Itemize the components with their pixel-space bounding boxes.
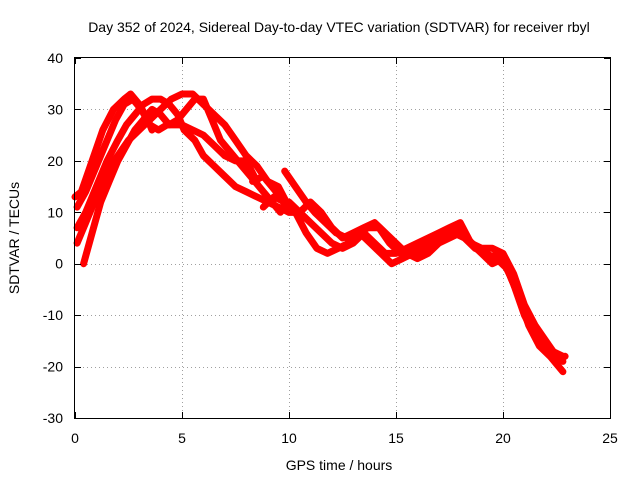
y-tick-label: -10 [43, 307, 63, 323]
x-tick-label: 0 [71, 430, 79, 446]
y-tick-label: 40 [47, 50, 63, 66]
x-tick-label: 25 [602, 430, 618, 446]
y-tick-label: 0 [55, 256, 63, 272]
y-tick-label: 30 [47, 101, 63, 117]
series-trace-8 [281, 167, 567, 376]
y-tick-label: 20 [47, 153, 63, 169]
y-tick-label: -20 [43, 359, 63, 375]
x-tick-label: 15 [388, 430, 404, 446]
y-axis-label: SDTVAR / TECUs [6, 182, 22, 294]
series-trace-3 [73, 95, 304, 232]
x-axis-label: GPS time / hours [286, 457, 393, 473]
grid-lines [75, 58, 610, 418]
chart-title: Day 352 of 2024, Sidereal Day-to-day VTE… [88, 19, 590, 35]
y-tick-label: -30 [43, 410, 63, 426]
y-tick-label: 10 [47, 204, 63, 220]
series-trace-6 [249, 172, 569, 365]
series-lines [71, 90, 569, 376]
x-tick-label: 20 [495, 430, 511, 446]
axis-ticks: 0 5 10 15 20 25 -30 -20 -10 0 10 20 30 40 [43, 50, 618, 446]
series-trace-2 [73, 95, 261, 211]
x-tick-label: 10 [281, 430, 297, 446]
plot-frame [74, 57, 611, 419]
series-trace-5 [80, 95, 567, 365]
x-tick-label: 5 [178, 430, 186, 446]
